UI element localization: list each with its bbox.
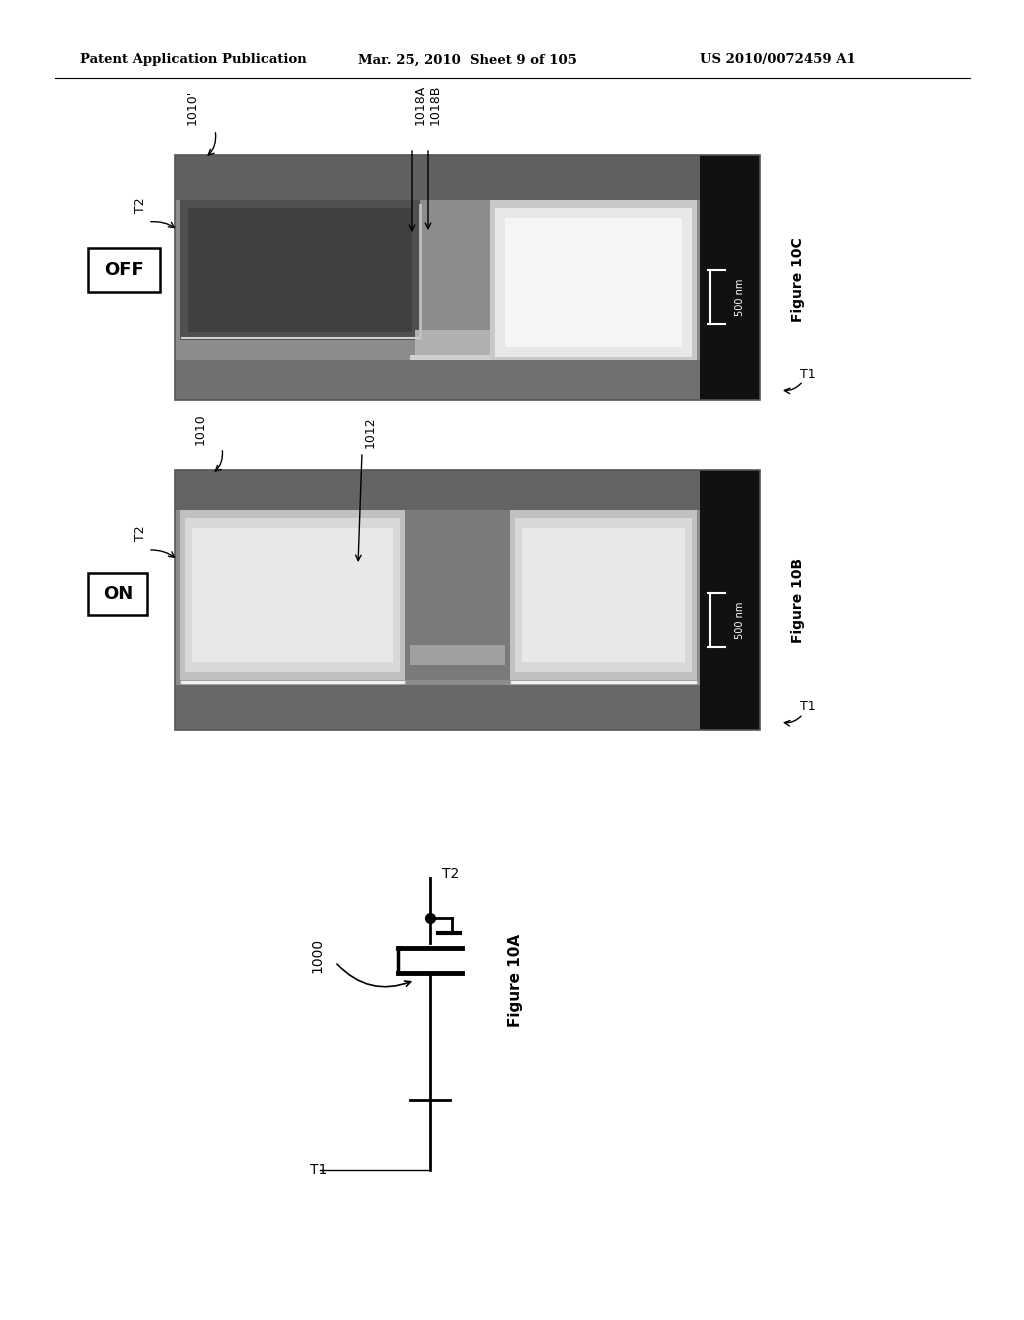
Bar — [175, 470, 760, 510]
Bar — [175, 685, 760, 730]
Bar — [522, 528, 685, 663]
Bar — [515, 517, 692, 672]
Text: Patent Application Publication: Patent Application Publication — [80, 54, 307, 66]
Bar — [415, 330, 495, 366]
Bar — [175, 470, 760, 730]
Text: T2: T2 — [133, 198, 146, 213]
Bar — [180, 201, 420, 341]
Text: T2: T2 — [133, 525, 146, 541]
Bar — [495, 209, 692, 356]
Bar — [410, 645, 505, 665]
Text: 1010: 1010 — [194, 413, 207, 445]
Text: 1018B: 1018B — [428, 84, 441, 125]
Text: Figure 10B: Figure 10B — [791, 557, 805, 643]
Text: Figure 10C: Figure 10C — [791, 238, 805, 322]
Text: Mar. 25, 2010  Sheet 9 of 105: Mar. 25, 2010 Sheet 9 of 105 — [358, 54, 577, 66]
Bar — [700, 470, 760, 730]
Bar — [185, 517, 400, 672]
Bar — [175, 154, 760, 400]
Text: 1018A: 1018A — [414, 84, 427, 125]
Text: 1000: 1000 — [310, 937, 324, 973]
Text: OFF: OFF — [104, 261, 144, 279]
Text: 1012: 1012 — [364, 416, 377, 447]
Bar — [175, 154, 760, 400]
Bar — [490, 201, 697, 366]
Bar — [410, 355, 500, 370]
Bar — [505, 218, 682, 347]
Bar — [700, 154, 760, 400]
FancyBboxPatch shape — [88, 248, 160, 292]
FancyBboxPatch shape — [88, 573, 147, 615]
Text: T2: T2 — [442, 867, 459, 880]
Text: US 2010/0072459 A1: US 2010/0072459 A1 — [700, 54, 856, 66]
Text: 500 nm: 500 nm — [735, 602, 745, 639]
Bar — [193, 528, 393, 663]
Text: 500 nm: 500 nm — [735, 279, 745, 315]
Text: Figure 10A: Figure 10A — [508, 933, 523, 1027]
Text: 1010': 1010' — [185, 90, 199, 125]
Text: T1: T1 — [800, 700, 816, 713]
Bar — [180, 510, 406, 680]
Bar — [175, 154, 760, 201]
Bar — [510, 510, 697, 680]
Text: T1: T1 — [310, 1163, 328, 1177]
Bar — [175, 360, 760, 400]
Text: T1: T1 — [800, 368, 816, 381]
Bar — [188, 209, 412, 333]
Text: ON: ON — [102, 585, 133, 603]
Bar — [406, 510, 510, 680]
Bar — [175, 470, 760, 730]
